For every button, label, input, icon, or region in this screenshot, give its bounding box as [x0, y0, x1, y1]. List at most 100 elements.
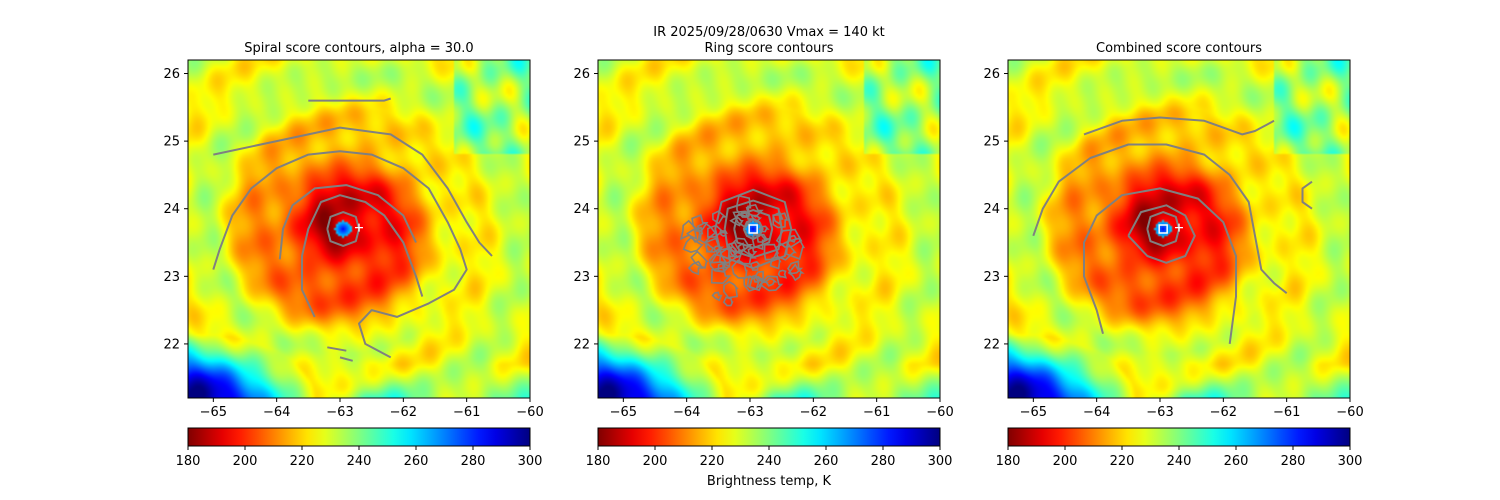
panel-3: Combined score contours −65 −64 −63 −62 −61 −6…: [983, 41, 1363, 469]
ring-contour-fragment: [708, 253, 728, 273]
center-square-marker: [748, 224, 758, 234]
x-tick-label: −62: [390, 405, 417, 420]
figure-suptitle: IR 2025/09/28/0630 Vmax = 140 kt: [653, 25, 884, 40]
x-tick-label: −63: [736, 405, 763, 420]
x-tick-label: −61: [1273, 405, 1300, 420]
x-tick-label: −63: [326, 405, 353, 420]
score-contour: [714, 188, 793, 270]
x-tick-label: −62: [800, 405, 827, 420]
x-tick-label: −64: [1083, 405, 1110, 420]
score-contour: [327, 346, 347, 352]
ring-contour-fragment: [758, 275, 784, 292]
ring-contour-fragment: [711, 291, 723, 302]
x-tick-label: −63: [1146, 405, 1173, 420]
y-tick-label: 26: [573, 67, 590, 82]
score-contour: [308, 97, 392, 102]
center-plus-marker: [355, 223, 363, 232]
score-contour: [213, 126, 493, 257]
colorbar-tick-label: 220: [1110, 454, 1135, 469]
colorbar-tick-label: 240: [1167, 454, 1192, 469]
ring-contour-fragment: [749, 214, 762, 223]
ring-contour-fragment: [764, 277, 778, 287]
colorbar-tick-label: 180: [996, 454, 1021, 469]
center-plus-marker: [1175, 223, 1183, 232]
colorbar-tick-label: 180: [586, 454, 611, 469]
ring-contour-fragment: [775, 241, 797, 261]
x-tick-label: −60: [926, 405, 953, 420]
colorbar-tick-label: 300: [928, 454, 953, 469]
y-tick-label: 25: [573, 135, 590, 150]
axes-frame: [1007, 59, 1351, 399]
ring-contour-fragment: [789, 234, 798, 243]
panel-title: Ring score contours: [704, 41, 833, 56]
y-tick-label: 22: [163, 337, 180, 352]
colorbar-tick-label: 200: [233, 454, 258, 469]
colorbar-tick-label: 240: [347, 454, 372, 469]
colorbar: [1007, 427, 1351, 447]
y-tick-label: 23: [983, 270, 1000, 285]
panel-2: Ring score contours −65 −64 −63 −62 −61 −60 22 2…: [573, 41, 953, 469]
panel-title: Combined score contours: [1096, 41, 1262, 56]
ring-contour-fragment: [787, 263, 805, 282]
colorbar: [597, 427, 941, 447]
ring-contour-fragment: [704, 242, 714, 253]
colorbar-tick-label: 300: [518, 454, 543, 469]
colorbar-tick-label: 280: [461, 454, 486, 469]
ring-contour-fragment: [777, 269, 788, 279]
score-contour: [339, 356, 353, 362]
ring-contour-fragment: [751, 233, 768, 251]
x-tick-label: −65: [1020, 405, 1047, 420]
ring-contour-fragment: [711, 210, 728, 225]
colorbar-tick-label: 200: [643, 454, 668, 469]
colorbar-tick-label: 240: [757, 454, 782, 469]
score-contour: [733, 209, 774, 249]
y-tick-label: 26: [163, 67, 180, 82]
y-tick-label: 24: [573, 202, 590, 217]
colorbar-tick-label: 280: [871, 454, 896, 469]
brightness-temp-image: [598, 60, 940, 398]
y-tick-label: 25: [983, 135, 1000, 150]
ring-contour-fragment: [691, 214, 709, 233]
x-tick-label: −60: [516, 405, 543, 420]
panel-1: Spiral score contours, alpha = 30.0 −65 −6…: [163, 41, 543, 469]
score-contour: [278, 184, 417, 260]
ring-contour-fragment: [754, 270, 765, 282]
y-tick-label: 22: [983, 337, 1000, 352]
score-contour: [1083, 116, 1275, 136]
score-contour: [212, 150, 468, 359]
x-tick-label: −61: [453, 405, 480, 420]
y-tick-label: 22: [573, 337, 590, 352]
ring-contour-fragment: [749, 260, 762, 271]
panel-title: Spiral score contours, alpha = 30.0: [244, 41, 473, 56]
score-contour: [723, 199, 783, 259]
contour-group: [679, 188, 806, 307]
ring-contour-fragment: [756, 233, 771, 243]
ring-contour-fragment: [690, 250, 709, 269]
x-tick-label: −65: [610, 405, 637, 420]
colorbar-tick-label: 200: [1053, 454, 1078, 469]
colorbar-tick-label: 300: [1338, 454, 1363, 469]
y-tick-label: 25: [163, 135, 180, 150]
center-square-marker: [1158, 224, 1168, 234]
ring-contour-fragment: [746, 274, 766, 290]
ring-contour-fragment: [787, 260, 804, 275]
ring-contour-fragment: [743, 275, 760, 292]
y-tick-label: 24: [163, 202, 180, 217]
y-tick-label: 23: [163, 270, 180, 285]
x-tick-label: −60: [1336, 405, 1363, 420]
colorbar-label: Brightness temp, K: [707, 474, 832, 489]
x-tick-label: −61: [863, 405, 890, 420]
colorbar-tick-label: 220: [700, 454, 725, 469]
contour-group: [212, 97, 493, 362]
ring-contour-fragment: [722, 280, 739, 299]
ring-contour-fragment: [747, 246, 758, 257]
score-contour: [742, 217, 764, 241]
x-tick-label: −65: [200, 405, 227, 420]
axes-frame: [187, 59, 531, 399]
axes-frame: [597, 59, 941, 399]
score-contour: [1127, 204, 1196, 264]
y-tick-label: 26: [983, 67, 1000, 82]
ring-contour-fragment: [769, 256, 782, 270]
colorbar-tick-label: 260: [814, 454, 839, 469]
